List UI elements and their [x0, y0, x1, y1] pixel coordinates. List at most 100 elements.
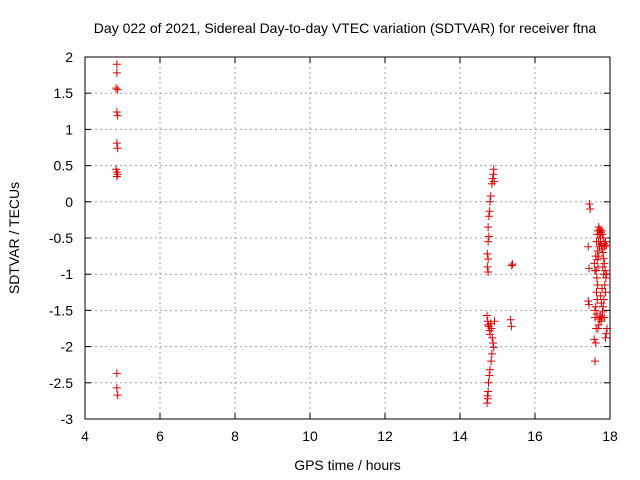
data-point [486, 192, 495, 201]
data-point [590, 335, 599, 344]
axis-ticks [84, 56, 611, 420]
data-point [596, 291, 605, 300]
data-point [485, 371, 494, 380]
data-point [484, 268, 493, 277]
data-point [488, 333, 497, 342]
data-point [484, 378, 493, 387]
data-point [486, 365, 494, 374]
data-point [591, 306, 599, 315]
data-point [484, 212, 493, 221]
data-point [487, 349, 496, 358]
data-point [486, 330, 494, 339]
x-tick-label: 8 [231, 428, 239, 444]
data-point [508, 260, 517, 269]
data-point [112, 172, 121, 181]
data-point [599, 270, 608, 279]
data-point [591, 252, 600, 261]
data-point [591, 357, 599, 366]
x-tick-label: 4 [81, 428, 89, 444]
data-point [592, 288, 601, 297]
data-point [600, 259, 609, 268]
data-point [484, 237, 493, 246]
data-point [598, 284, 607, 293]
y-tick-label: 2 [65, 49, 73, 65]
data-point [486, 197, 494, 206]
data-point [593, 281, 602, 290]
data-point [113, 170, 122, 179]
data-point [507, 261, 516, 270]
data-point [598, 307, 607, 316]
y-tick-label: -2 [61, 339, 74, 355]
data-point [593, 247, 602, 256]
data-point [113, 391, 122, 400]
y-tick-label: -2.5 [49, 375, 73, 391]
data-point [601, 288, 610, 297]
data-point [593, 295, 602, 304]
data-point [490, 177, 499, 186]
grid-lines [85, 57, 610, 419]
data-point [601, 333, 610, 342]
data-point [113, 85, 122, 94]
x-tick-labels: 4 6 8 10 12 14 16 18 [81, 428, 618, 444]
data-point [598, 262, 607, 271]
x-tick-label: 18 [602, 428, 618, 444]
data-point [594, 223, 603, 232]
data-point [585, 300, 593, 309]
data-point [600, 242, 609, 251]
data-point [603, 324, 611, 333]
data-point [594, 324, 602, 333]
data-point [602, 241, 611, 250]
x-tick-label: 10 [302, 428, 318, 444]
y-tick-label: -1.5 [49, 302, 73, 318]
y-axis-label: SDTVAR / TECUs [6, 182, 22, 294]
y-tick-label: 1.5 [54, 85, 74, 101]
y-tick-label: -1 [61, 266, 74, 282]
y-tick-label: -0.5 [49, 230, 73, 246]
data-point [112, 383, 121, 392]
data-point [483, 399, 491, 408]
data-point [584, 296, 593, 305]
data-point [592, 273, 601, 282]
data-point [483, 394, 492, 403]
data-point [487, 324, 496, 333]
data-point [593, 230, 602, 239]
data-point [112, 60, 121, 69]
x-tick-label: 16 [527, 428, 543, 444]
data-point [487, 179, 496, 188]
data-point [484, 223, 493, 232]
data-point [595, 315, 604, 324]
data-point [585, 264, 593, 273]
data-point [484, 232, 493, 241]
data-point [597, 299, 606, 308]
data-point [487, 357, 496, 366]
data-point [112, 369, 121, 378]
y-tick-labels: -3 -2.5 -2 -1.5 -1 -0.5 0 0.5 1 1.5 2 [49, 49, 73, 427]
data-point [601, 273, 610, 282]
data-point [113, 111, 122, 120]
data-point [601, 266, 610, 275]
data-point [112, 139, 121, 148]
data-point [489, 343, 498, 352]
data-point [591, 338, 600, 347]
chart-title: Day 022 of 2021, Sidereal Day-to-day VTE… [94, 20, 597, 36]
data-point [591, 302, 600, 311]
data-point [489, 165, 498, 174]
data-point [591, 313, 599, 322]
data-point [506, 315, 515, 324]
data-point [483, 249, 492, 258]
data-point [489, 338, 497, 347]
data-point [112, 84, 121, 93]
data-point [484, 387, 493, 396]
y-tick-label: 1 [65, 121, 73, 137]
data-point [485, 207, 494, 216]
data-point [490, 317, 499, 326]
x-tick-label: 6 [156, 428, 164, 444]
data-point [584, 242, 593, 251]
data-point [599, 302, 608, 311]
y-tick-label: 0.5 [54, 158, 74, 174]
data-point [483, 262, 492, 271]
y-tick-label: 0 [65, 194, 73, 210]
data-point [507, 322, 516, 331]
data-point [598, 248, 607, 257]
